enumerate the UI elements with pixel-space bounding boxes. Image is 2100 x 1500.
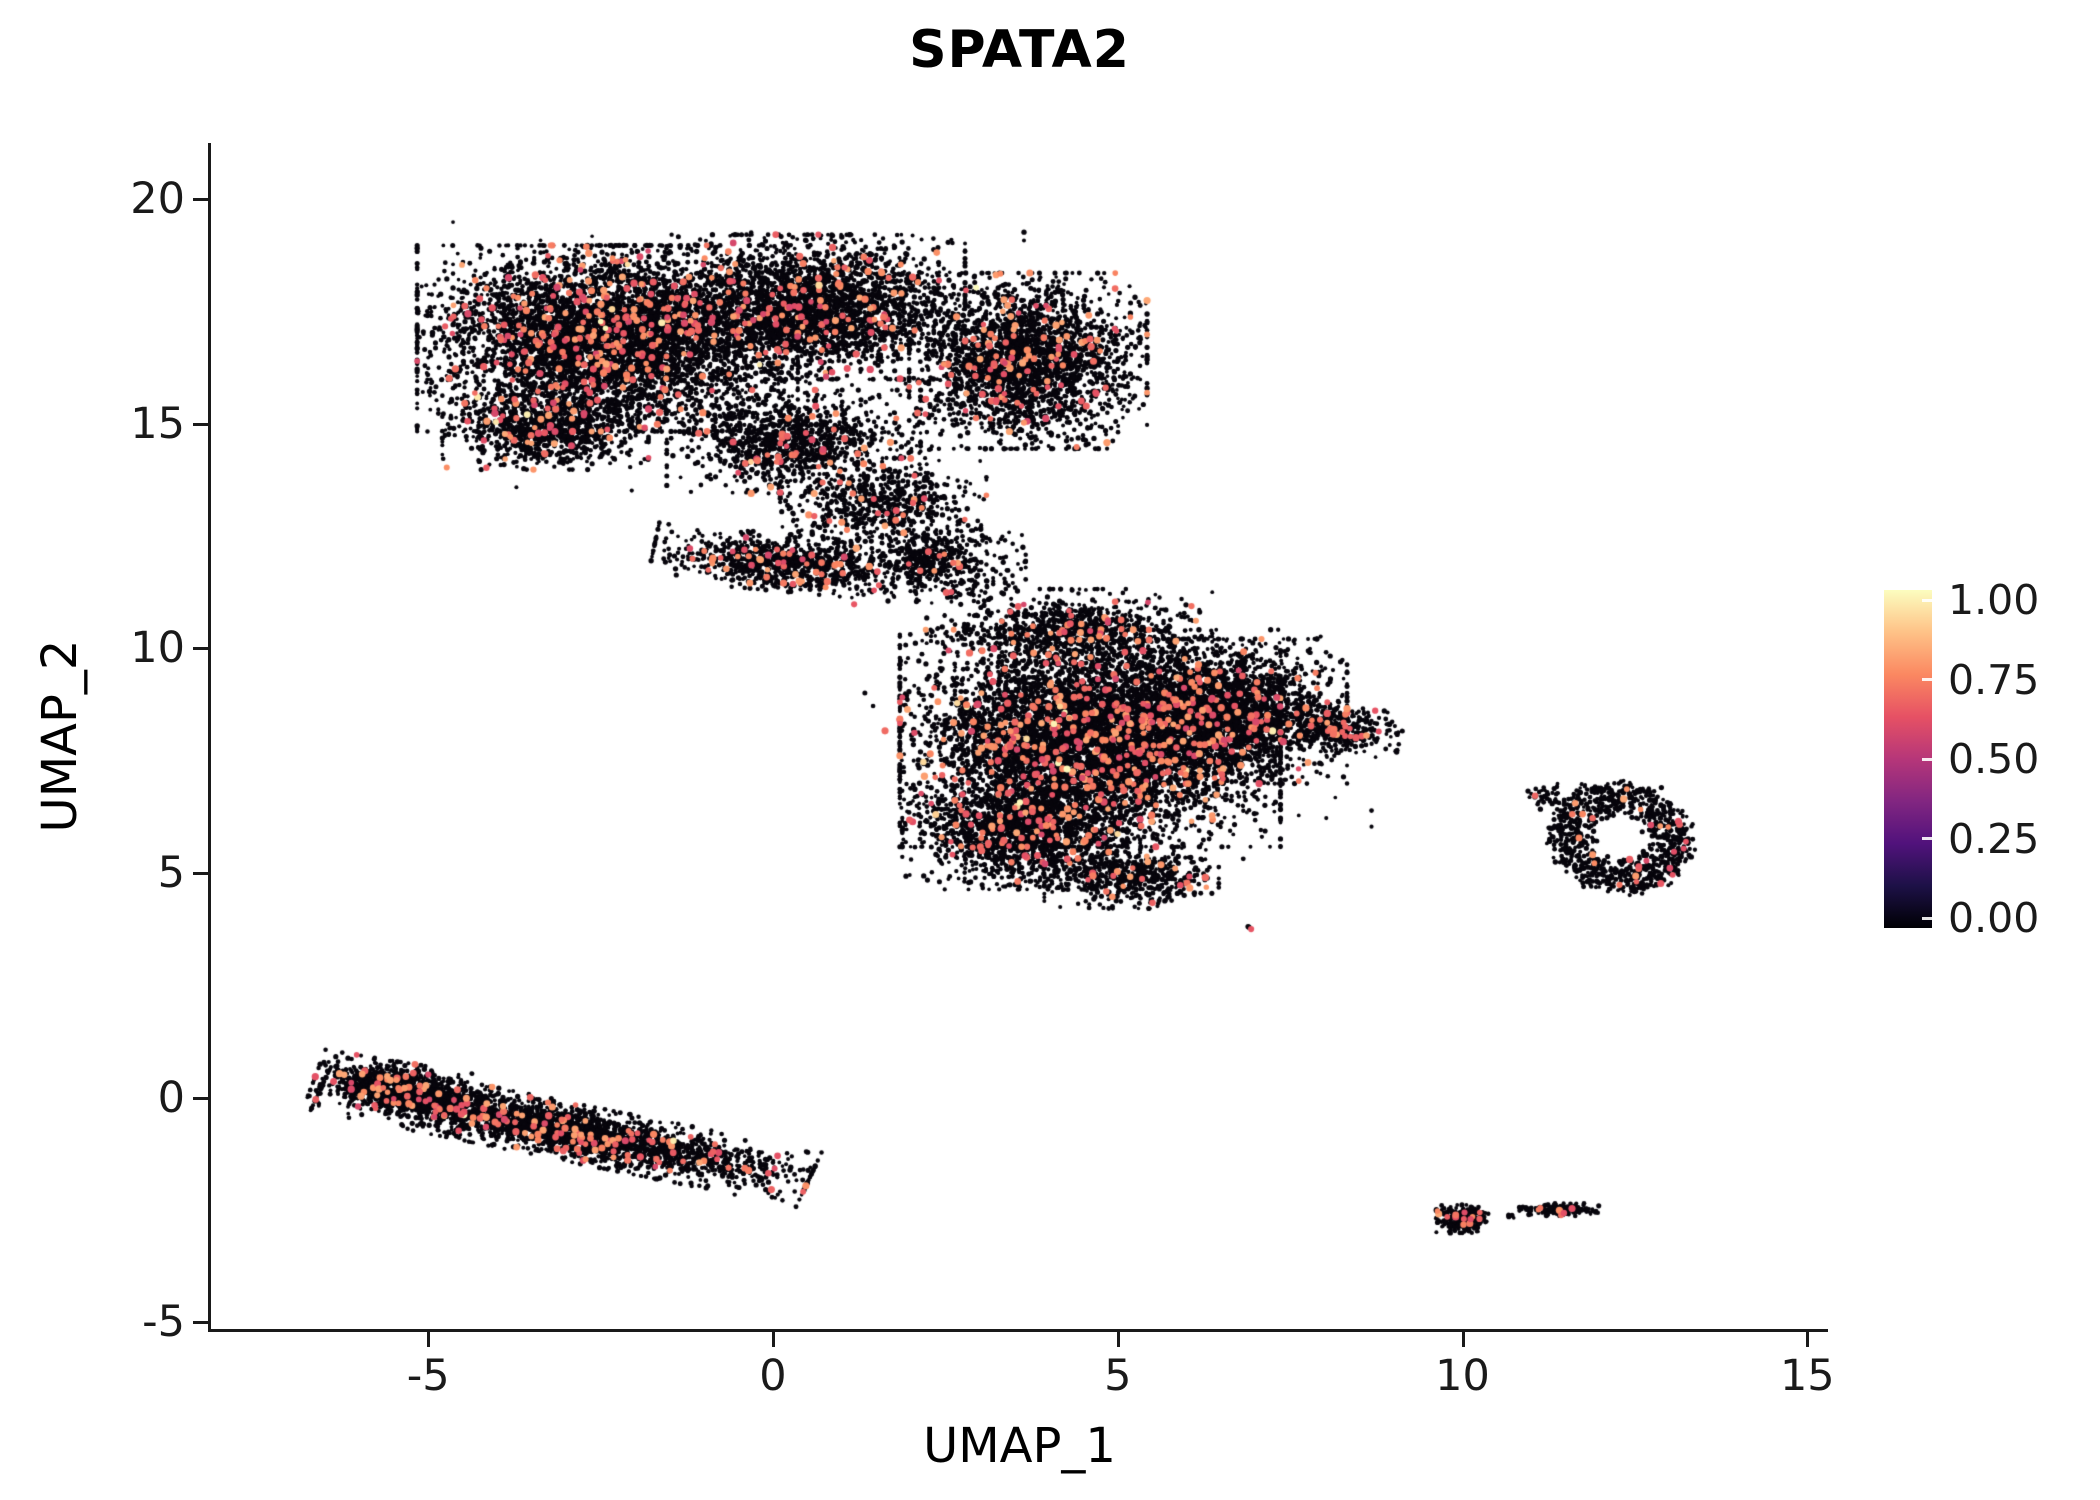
y-tick-mark bbox=[193, 422, 208, 426]
y-tick-label: 0 bbox=[157, 1072, 185, 1123]
colorbar-tick-mark bbox=[1922, 598, 1932, 602]
x-tick-label: 10 bbox=[1435, 1351, 1490, 1401]
y-tick-label: -5 bbox=[142, 1297, 185, 1348]
x-tick-mark bbox=[1806, 1332, 1810, 1347]
plot-area bbox=[208, 143, 1828, 1332]
colorbar-tick-mark bbox=[1922, 757, 1932, 761]
colorbar-tick-label: 0.00 bbox=[1948, 894, 2040, 942]
x-tick-label: 5 bbox=[1104, 1351, 1132, 1401]
y-tick-mark bbox=[193, 198, 208, 202]
y-tick-mark bbox=[193, 1321, 208, 1325]
y-tick-mark bbox=[193, 872, 208, 876]
colorbar-tick-mark bbox=[1922, 678, 1932, 681]
colorbar-tick-label: 0.75 bbox=[1948, 655, 2040, 704]
y-tick-mark bbox=[193, 647, 208, 651]
y-tick-label: 10 bbox=[130, 623, 185, 674]
x-tick-mark bbox=[427, 1332, 431, 1347]
x-tick-mark bbox=[771, 1332, 775, 1347]
colorbar-tick-mark bbox=[1922, 837, 1932, 840]
colorbar-tick-label: 0.50 bbox=[1948, 735, 2040, 783]
plot-title: SPATA2 bbox=[909, 20, 1130, 80]
x-axis-label: UMAP_1 bbox=[923, 1418, 1116, 1474]
y-tick-mark bbox=[193, 1096, 208, 1100]
x-tick-label: -5 bbox=[406, 1351, 450, 1401]
x-tick-mark bbox=[1116, 1332, 1120, 1347]
y-tick-label: 15 bbox=[130, 398, 185, 449]
x-tick-label: 15 bbox=[1779, 1351, 1835, 1401]
x-tick-label: 0 bbox=[759, 1351, 787, 1401]
colorbar-tick-label: 1.00 bbox=[1948, 576, 2040, 624]
colorbar-tick-mark bbox=[1922, 916, 1932, 920]
y-tick-label: 5 bbox=[157, 848, 185, 899]
y-axis-label: UMAP_2 bbox=[32, 639, 88, 833]
scatter-canvas bbox=[211, 143, 1828, 1329]
colorbar-tick-label: 0.25 bbox=[1948, 814, 2040, 863]
y-tick-label: 20 bbox=[130, 174, 185, 225]
x-tick-mark bbox=[1461, 1332, 1465, 1347]
